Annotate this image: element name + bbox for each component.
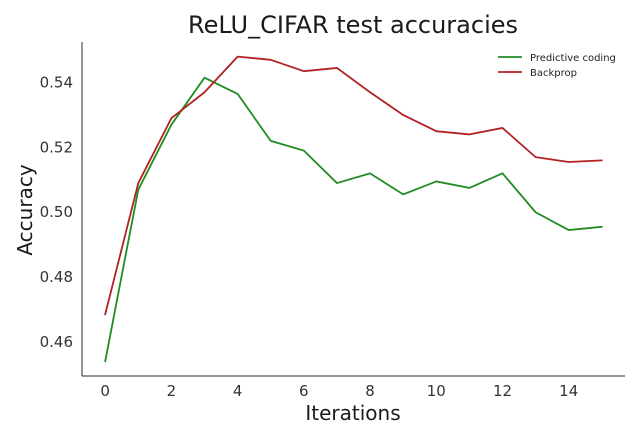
legend: Predictive coding Backprop: [498, 53, 616, 79]
y-axis-label: Accuracy: [13, 164, 37, 255]
x-tick-label: 12: [493, 382, 512, 400]
x-axis-label: Iterations: [305, 401, 400, 425]
x-tick-label: 14: [559, 382, 578, 400]
chart-title: ReLU_CIFAR test accuracies: [188, 11, 518, 39]
x-tick-label: 2: [167, 382, 177, 400]
x-tick-label: 6: [299, 382, 309, 400]
x-tick-label: 4: [233, 382, 243, 400]
plot-area: 0 2 4 6 8 10 12 14 0.46 0.48 0.50 0.52 0.54: [40, 42, 625, 400]
y-tick-label: 0.52: [40, 138, 73, 156]
series-line-predictive-coding: [104, 76, 603, 363]
x-tick-label: 10: [427, 382, 446, 400]
series-line-backprop: [104, 55, 603, 316]
legend-label: Backprop: [530, 68, 577, 79]
legend-label: Predictive coding: [530, 53, 616, 64]
y-tick-label: 0.46: [40, 333, 73, 351]
x-tick-label: 8: [365, 382, 375, 400]
y-tick-label: 0.50: [40, 203, 73, 221]
y-tick-label: 0.54: [40, 74, 73, 92]
y-tick-label: 0.48: [40, 268, 73, 286]
x-tick-label: 0: [100, 382, 110, 400]
